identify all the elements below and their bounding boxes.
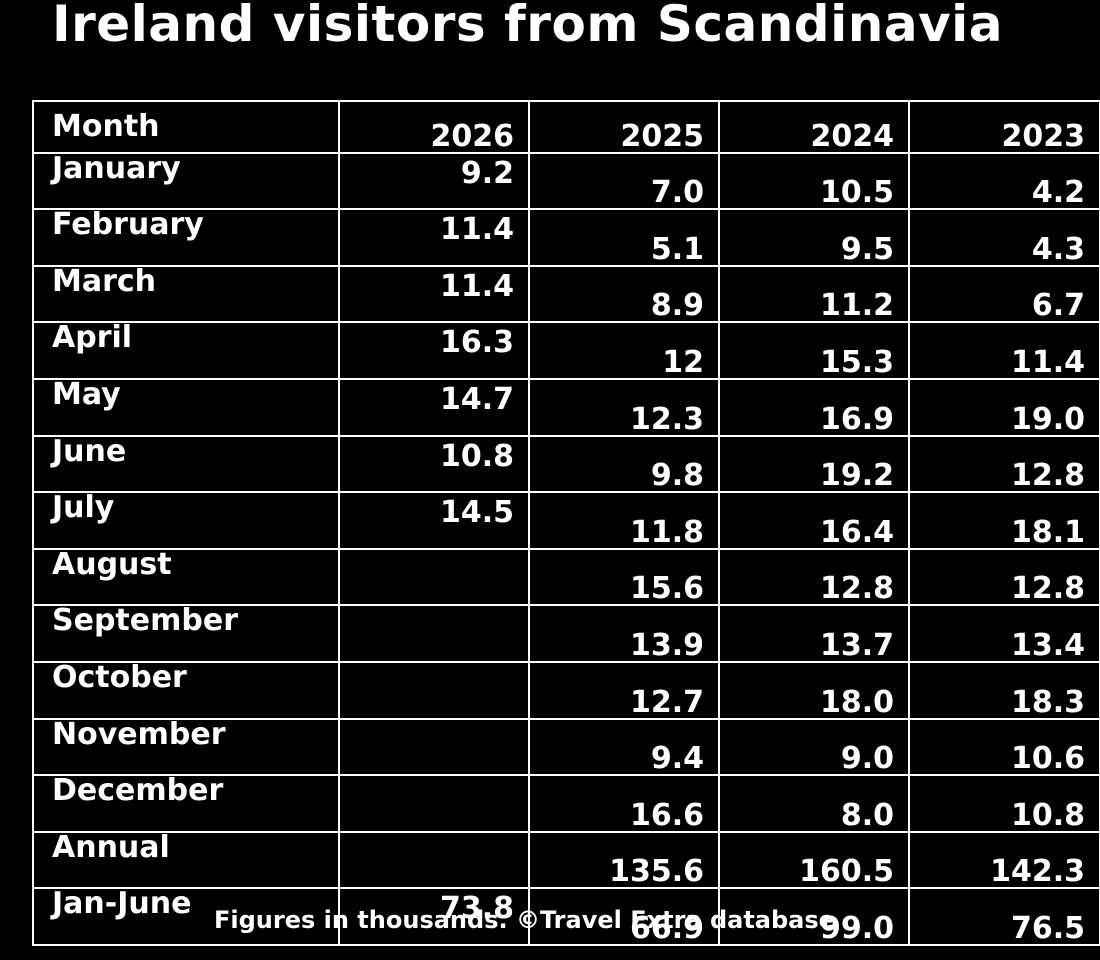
column-header-2026: 2026 xyxy=(338,100,530,154)
column-header-2025: 2025 xyxy=(528,100,720,154)
value-cell-2023: 18.3 xyxy=(908,660,1100,720)
value-cell-2026: 14.7 xyxy=(338,377,530,437)
value-cell-2026: 16.3 xyxy=(338,321,530,380)
value-cell-2023: 19.0 xyxy=(908,377,1100,437)
value-cell-2026 xyxy=(338,547,530,607)
visitors-table: Month 2026 2025 2024 2023 January 9.2 7.0 1… xyxy=(32,100,1100,946)
value-cell-2023: 10.6 xyxy=(908,717,1100,777)
value-cell-2026: 73.8 xyxy=(338,887,530,946)
table-row: March 11.4 8.9 11.2 6.7 xyxy=(32,264,1100,324)
value-cell-2025: 12.3 xyxy=(528,377,720,437)
value-cell-2024: 99.0 xyxy=(718,887,910,946)
row-label: November xyxy=(32,717,340,777)
row-label: May xyxy=(32,377,340,437)
table-row: July 14.5 11.8 16.4 18.1 xyxy=(32,491,1100,550)
value-cell-2025: 13.9 xyxy=(528,604,720,663)
value-cell-2024: 16.9 xyxy=(718,377,910,437)
row-label: January xyxy=(32,151,340,211)
value-cell-2024: 11.2 xyxy=(718,264,910,324)
value-cell-2025: 12.7 xyxy=(528,660,720,720)
value-cell-2023: 12.8 xyxy=(908,434,1100,494)
table-row: June 10.8 9.8 19.2 12.8 xyxy=(32,434,1100,494)
row-label: April xyxy=(32,321,340,380)
value-cell-2025: 8.9 xyxy=(528,264,720,324)
value-cell-2023: 10.8 xyxy=(908,774,1100,833)
column-header-2024: 2024 xyxy=(718,100,910,154)
table-row: October 12.7 18.0 18.3 xyxy=(32,660,1100,720)
value-cell-2026 xyxy=(338,774,530,833)
value-cell-2024: 160.5 xyxy=(718,830,910,890)
value-cell-2024: 8.0 xyxy=(718,774,910,833)
table-row: September 13.9 13.7 13.4 xyxy=(32,604,1100,663)
table-row: January 9.2 7.0 10.5 4.2 xyxy=(32,151,1100,211)
row-label: June xyxy=(32,434,340,494)
value-cell-2023: 76.5 xyxy=(908,887,1100,946)
value-cell-2026 xyxy=(338,660,530,720)
table-row: April 16.3 12 15.3 11.4 xyxy=(32,321,1100,380)
value-cell-2026: 14.5 xyxy=(338,491,530,550)
column-header-2023: 2023 xyxy=(908,100,1100,154)
value-cell-2023: 13.4 xyxy=(908,604,1100,663)
value-cell-2026 xyxy=(338,830,530,890)
value-cell-2024: 13.7 xyxy=(718,604,910,663)
row-label: September xyxy=(32,604,340,663)
header-row: Month 2026 2025 2024 2023 xyxy=(32,100,1100,154)
value-cell-2025: 9.4 xyxy=(528,717,720,777)
table-row: Jan-June 73.8 66.9 99.0 76.5 xyxy=(32,887,1100,946)
value-cell-2026: 10.8 xyxy=(338,434,530,494)
value-cell-2025: 16.6 xyxy=(528,774,720,833)
value-cell-2025: 7.0 xyxy=(528,151,720,211)
value-cell-2024: 10.5 xyxy=(718,151,910,211)
value-cell-2023: 18.1 xyxy=(908,491,1100,550)
value-cell-2023: 6.7 xyxy=(908,264,1100,324)
value-cell-2025: 9.8 xyxy=(528,434,720,494)
row-label: August xyxy=(32,547,340,607)
value-cell-2023: 4.2 xyxy=(908,151,1100,211)
value-cell-2024: 18.0 xyxy=(718,660,910,720)
value-cell-2025: 12 xyxy=(528,321,720,380)
value-cell-2024: 19.2 xyxy=(718,434,910,494)
table-row: November 9.4 9.0 10.6 xyxy=(32,717,1100,777)
table-row: December 16.6 8.0 10.8 xyxy=(32,774,1100,833)
chart-title: Ireland visitors from Scandinavia xyxy=(52,0,1004,53)
table-row: Annual 135.6 160.5 142.3 xyxy=(32,830,1100,890)
value-cell-2026: 11.4 xyxy=(338,208,530,267)
value-cell-2024: 15.3 xyxy=(718,321,910,380)
value-cell-2024: 9.5 xyxy=(718,208,910,267)
value-cell-2024: 9.0 xyxy=(718,717,910,777)
value-cell-2025: 5.1 xyxy=(528,208,720,267)
row-label: Jan-June xyxy=(32,887,340,946)
table-row: February 11.4 5.1 9.5 4.3 xyxy=(32,208,1100,267)
row-label: February xyxy=(32,208,340,267)
value-cell-2025: 66.9 xyxy=(528,887,720,946)
value-cell-2026 xyxy=(338,717,530,777)
table-row: August 15.6 12.8 12.8 xyxy=(32,547,1100,607)
value-cell-2023: 142.3 xyxy=(908,830,1100,890)
value-cell-2025: 15.6 xyxy=(528,547,720,607)
value-cell-2026: 11.4 xyxy=(338,264,530,324)
value-cell-2023: 4.3 xyxy=(908,208,1100,267)
value-cell-2026 xyxy=(338,604,530,663)
row-label: December xyxy=(32,774,340,833)
table-row: May 14.7 12.3 16.9 19.0 xyxy=(32,377,1100,437)
value-cell-2024: 16.4 xyxy=(718,491,910,550)
value-cell-2023: 11.4 xyxy=(908,321,1100,380)
value-cell-2025: 135.6 xyxy=(528,830,720,890)
table-body: January 9.2 7.0 10.5 4.2 February 11.4 5.1 9.5 4.… xyxy=(32,151,1100,946)
row-label: October xyxy=(32,660,340,720)
value-cell-2023: 12.8 xyxy=(908,547,1100,607)
source-note: Figures in thousands. ©Travel Extra data… xyxy=(214,906,835,934)
row-label: March xyxy=(32,264,340,324)
column-header-month: Month xyxy=(32,100,340,154)
row-label: Annual xyxy=(32,830,340,890)
value-cell-2025: 11.8 xyxy=(528,491,720,550)
value-cell-2024: 12.8 xyxy=(718,547,910,607)
value-cell-2026: 9.2 xyxy=(338,151,530,211)
row-label: July xyxy=(32,491,340,550)
